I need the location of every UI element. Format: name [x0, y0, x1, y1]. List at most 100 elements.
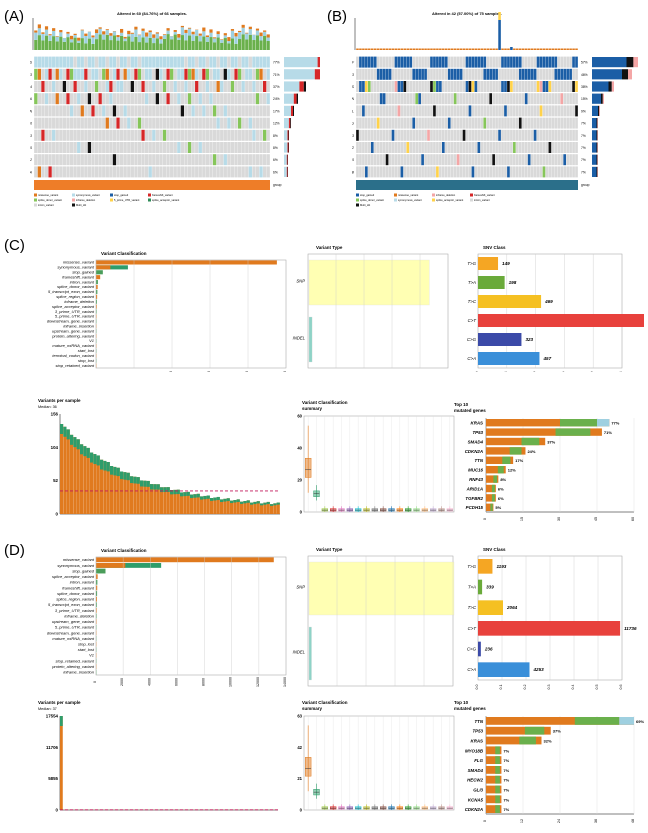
oncoplot-cell: [533, 68, 537, 80]
oncoplot-cell: [362, 56, 365, 68]
oncoplot-cell: [248, 93, 252, 105]
oncoplot-cell: [80, 68, 84, 80]
oncoplot-cell: [177, 56, 181, 68]
top-bar-segment: [230, 29, 235, 31]
right-bar-segment: [293, 105, 294, 116]
top-bar-segment: [504, 48, 507, 50]
oncoplot-cell: [436, 93, 439, 105]
vc-category-label: mature_miRNA_variant: [52, 343, 94, 348]
oncoplot-cell: [255, 81, 260, 92]
oncoplot-cell: [433, 142, 436, 153]
oncoplot-cell: [406, 117, 410, 129]
oncoplot-cell: [105, 142, 109, 153]
oncoplot-cell: [551, 93, 555, 105]
oncoplot-cell: [447, 117, 451, 129]
oncoplot-cell: [141, 56, 145, 68]
oncoplot-cell: [77, 68, 81, 80]
oncoplot-cell: [536, 105, 540, 117]
oncoplot-cell: [367, 166, 371, 178]
gene-percent: 37%: [273, 85, 280, 89]
right-bar-segment: [596, 142, 598, 153]
snv-xtick: 0.3: [547, 685, 551, 690]
oncoplot-cell: [148, 93, 152, 105]
oncoplot-cell: [427, 105, 430, 117]
top10-xtick: 30: [557, 517, 561, 521]
top-bar-segment: [127, 34, 131, 37]
oncoplot-cell: [489, 68, 493, 80]
oncoplot-cell: [105, 81, 109, 92]
oncoplot-cell: [412, 129, 416, 141]
oncoplot-cell: [177, 81, 181, 92]
oncoplot-cell: [184, 68, 188, 80]
oncoplot-cell: [148, 81, 152, 92]
snv-xtick: 0.20: [590, 372, 594, 373]
oncoplot-cell: [91, 154, 95, 166]
right-bar-segment: [592, 105, 598, 116]
top-bar-segment: [155, 32, 159, 34]
right-bar-segment: [284, 81, 300, 92]
oncoplot-cell: [234, 105, 238, 117]
gene-label: PCDH15: [30, 146, 32, 150]
top10-bar-stack: [560, 419, 597, 427]
gene-label: TP53: [352, 73, 354, 77]
top-bar-segment: [202, 27, 206, 32]
vc-category-label: protein_altering_variant: [51, 664, 95, 669]
oncoplot-cell: [162, 93, 167, 105]
top-bar-segment: [394, 48, 398, 50]
top10-subtitle: mutated genes: [454, 408, 486, 413]
vc-bar: [96, 607, 97, 613]
right-bar-segment: [284, 93, 294, 104]
oncoplot-cell: [87, 142, 92, 153]
oncoplot-cell: [453, 81, 457, 92]
vps-bar-top: [143, 480, 147, 487]
oncoplot-cell: [187, 117, 192, 129]
vc-xtick: 1500: [207, 371, 211, 372]
oncoplot-cell: [498, 129, 501, 141]
oncoplot-cell: [412, 68, 416, 80]
top-bar-segment: [495, 48, 498, 50]
top-bar-segment: [91, 35, 95, 38]
vps-bar: [220, 499, 224, 514]
oncoplot-cell: [501, 68, 504, 80]
top-bar-segment: [560, 48, 563, 50]
vcs-box: [305, 457, 312, 478]
oncoplot-cell: [545, 154, 549, 166]
oncoplot-cell: [421, 129, 424, 141]
gene-percent: 6%: [273, 170, 278, 174]
oncoplot-cell: [376, 117, 380, 129]
oncoplot-cell: [166, 117, 170, 129]
top10-gene-label: KRAS: [471, 738, 484, 743]
top10-xtick: 12: [520, 819, 524, 823]
oncoplot-cell: [515, 105, 519, 117]
oncoplot-cell: [489, 129, 493, 141]
oncoplot-cell: [262, 117, 267, 129]
top-bar-segment: [80, 29, 84, 31]
top-bar-segment: [241, 27, 245, 35]
oncoplot-cell: [245, 154, 249, 166]
top10-gene-label: KRAS: [471, 421, 484, 426]
oncoplot-cell: [486, 68, 490, 80]
oncoplot-cell: [566, 56, 569, 68]
oncoplot-cell: [130, 154, 134, 166]
oncoplot-cell: [575, 142, 578, 153]
legend-swatch: [110, 193, 113, 197]
vc-category-label: terminal_codon_variant: [52, 353, 94, 358]
oncoplot-cell: [180, 105, 185, 117]
oncoplot-cell: [507, 129, 510, 141]
vps-bar: [206, 495, 210, 514]
top-bar-segment: [554, 48, 558, 50]
snv-bar: [478, 352, 540, 365]
oncoplot-cell: [513, 154, 516, 166]
oncoplot-cell: [524, 129, 528, 141]
oncoplot-cell: [159, 117, 163, 129]
oncoplot-cell: [548, 154, 552, 166]
right-bar-segment: [592, 154, 597, 165]
legend-swatch: [34, 198, 37, 202]
top10-bar: [486, 736, 542, 745]
snv-count-label: 4253: [532, 667, 544, 672]
oncoplot-cell: [77, 117, 81, 129]
oncoplot-cell: [202, 81, 206, 92]
vps-bar-top: [256, 501, 260, 504]
oncoplot-cell: [518, 117, 522, 129]
